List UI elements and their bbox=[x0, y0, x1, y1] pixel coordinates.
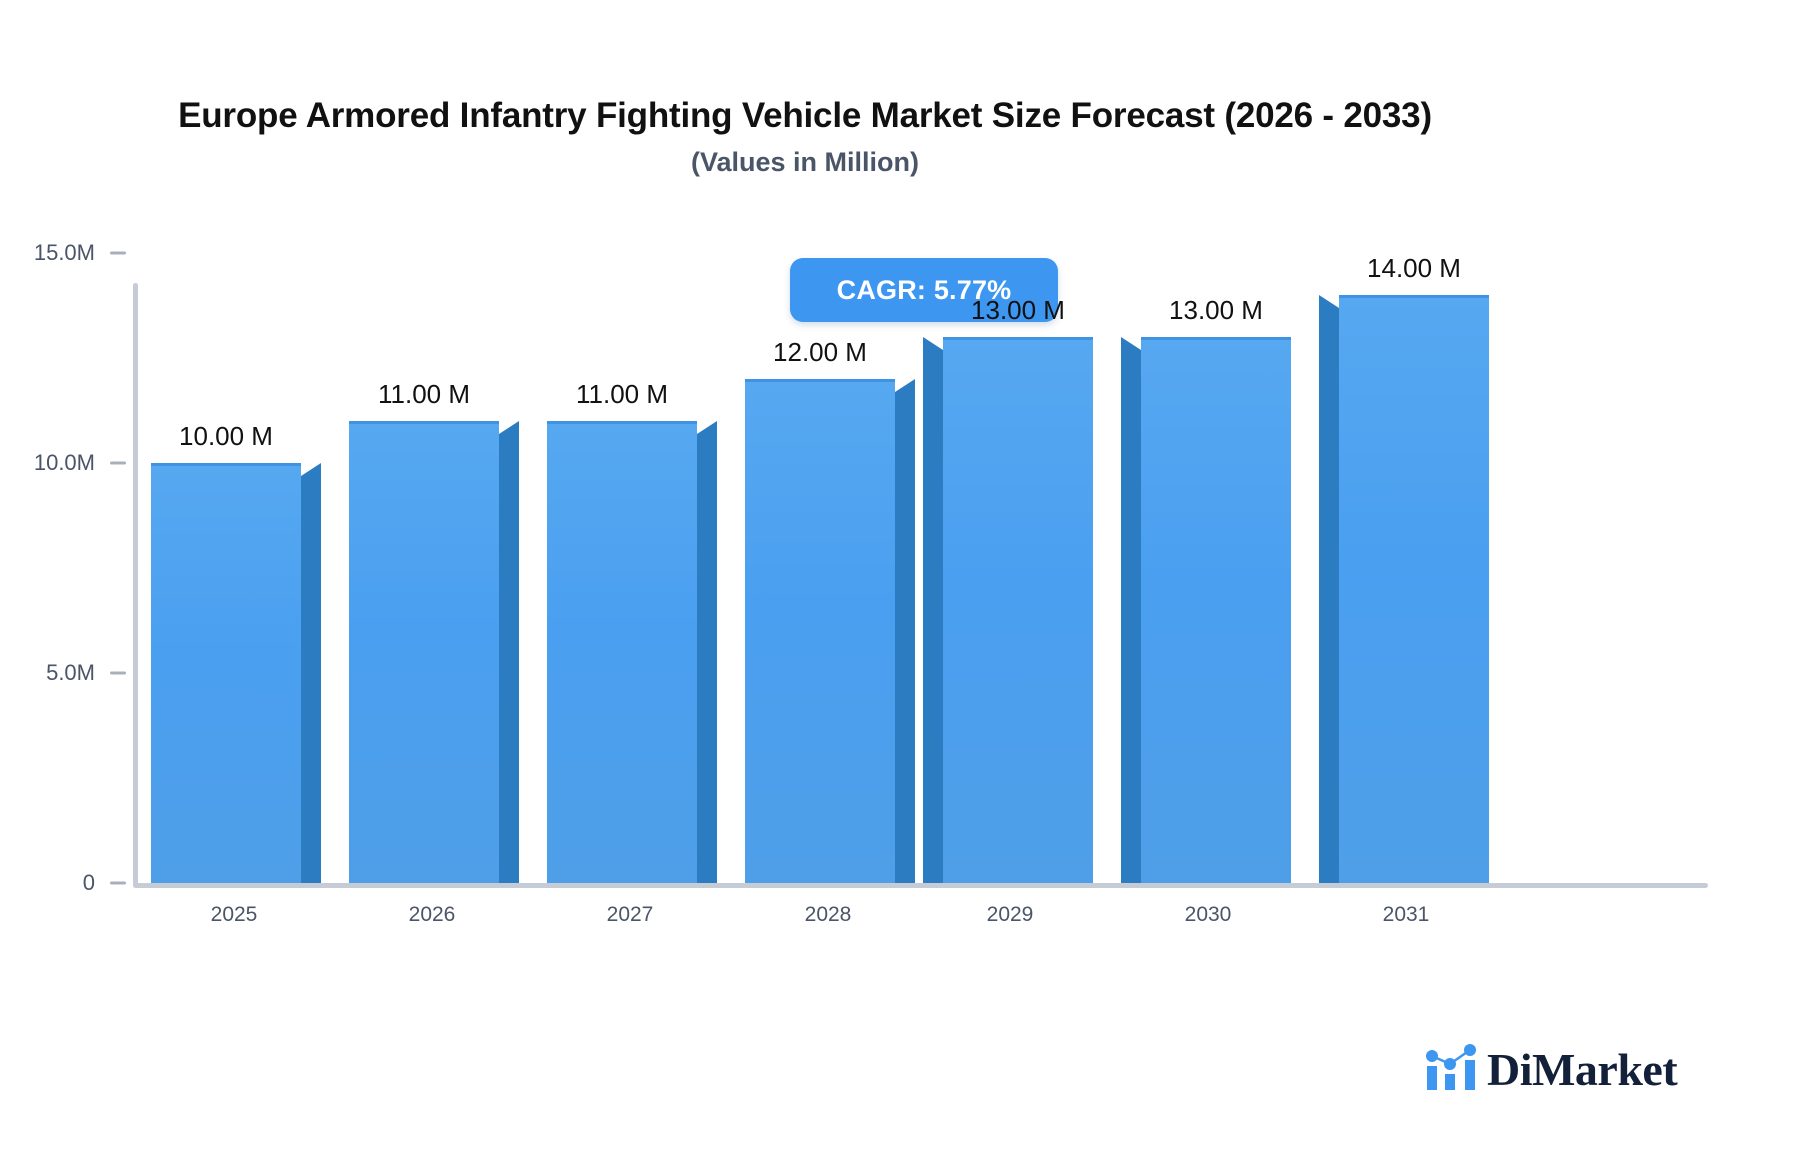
bar-top-edge bbox=[1339, 295, 1489, 298]
x-tick-label-2029: 2029 bbox=[986, 903, 1034, 926]
x-tick-label-2030: 2030 bbox=[1184, 903, 1232, 926]
bar-side-face bbox=[301, 463, 321, 883]
bar-front-face bbox=[1339, 295, 1489, 883]
bar-side-face bbox=[895, 379, 915, 883]
y-tick-label: 5.0M bbox=[46, 660, 95, 685]
bar-top-edge bbox=[547, 421, 697, 424]
bar-side-face bbox=[697, 421, 717, 883]
chart-subtitle: (Values in Million) bbox=[690, 147, 920, 177]
bar-2031[interactable] bbox=[1319, 295, 1489, 883]
dimarket-logo: DiMarket bbox=[1425, 1042, 1678, 1097]
y-tick-mark bbox=[110, 251, 126, 255]
bar-2027[interactable] bbox=[547, 421, 717, 883]
bar-2026[interactable] bbox=[349, 421, 519, 883]
x-axis-line bbox=[133, 883, 1708, 888]
bar-top-edge bbox=[745, 379, 895, 382]
cagr-badge: CAGR: 5.77% bbox=[790, 258, 1058, 322]
bar-front-face bbox=[943, 337, 1093, 883]
cagr-badge-label: CAGR: 5.77% bbox=[836, 274, 1012, 305]
x-tick-label-2026: 2026 bbox=[408, 903, 456, 926]
bar-side-face bbox=[923, 337, 943, 883]
y-tick-label: 15.0M bbox=[33, 240, 95, 265]
bar-top-edge bbox=[151, 463, 301, 466]
bar-2029[interactable] bbox=[923, 337, 1093, 883]
bar-front-face bbox=[349, 421, 499, 883]
bar-2030[interactable] bbox=[1121, 337, 1291, 883]
chart-title: Europe Armored Infantry Fighting Vehicle… bbox=[178, 96, 1432, 135]
bar-side-face bbox=[1319, 295, 1339, 883]
logo-wordmark: DiMarket bbox=[1487, 1043, 1678, 1095]
bar-top-edge bbox=[1141, 337, 1291, 340]
bar-value-label-2029: 13.00 M bbox=[971, 295, 1065, 325]
y-tick-label: 10.0M bbox=[33, 450, 95, 475]
x-tick-label-2028: 2028 bbox=[804, 903, 852, 926]
x-tick-label-2031: 2031 bbox=[1382, 903, 1430, 926]
bar-front-face bbox=[547, 421, 697, 883]
bar-value-label-2030: 13.00 M bbox=[1169, 295, 1263, 325]
y-tick-mark bbox=[110, 881, 126, 885]
bar-side-face bbox=[1121, 337, 1141, 883]
bar-value-label-2028: 12.00 M bbox=[773, 337, 867, 367]
bar-2028[interactable] bbox=[745, 379, 915, 883]
bar-front-face bbox=[745, 379, 895, 883]
bar-side-face bbox=[499, 421, 519, 883]
bar-value-label-2027: 11.00 M bbox=[575, 379, 669, 409]
bar-value-label-2031: 14.00 M bbox=[1367, 253, 1461, 283]
y-tick-mark bbox=[110, 461, 126, 465]
x-tick-label-2027: 2027 bbox=[606, 903, 654, 926]
y-tick-label: 0 bbox=[82, 870, 95, 895]
bar-front-face bbox=[151, 463, 301, 883]
y-tick-mark bbox=[110, 671, 126, 675]
bar-value-label-2026: 11.00 M bbox=[377, 379, 471, 409]
bar-top-edge bbox=[943, 337, 1093, 340]
bar-front-face bbox=[1141, 337, 1291, 883]
x-tick-label-2025: 2025 bbox=[210, 903, 258, 926]
y-axis-line bbox=[133, 283, 138, 887]
bar-chart-logo-icon bbox=[1425, 1042, 1477, 1097]
bar-top-edge bbox=[349, 421, 499, 424]
bar-2025[interactable] bbox=[151, 463, 321, 883]
bar-value-label-2025: 10.00 M bbox=[179, 421, 273, 451]
